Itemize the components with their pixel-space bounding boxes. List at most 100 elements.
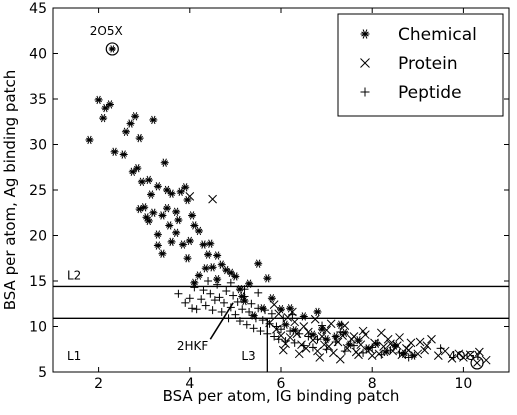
data-point — [395, 333, 404, 342]
data-point — [277, 325, 285, 334]
data-point — [247, 299, 256, 308]
data-point — [101, 103, 110, 113]
data-point — [392, 341, 402, 350]
data-point — [188, 304, 197, 313]
data-point — [158, 249, 167, 258]
y-tick-label: 25 — [29, 183, 47, 199]
data-point — [308, 330, 317, 339]
data-point — [178, 240, 187, 249]
highlight-circle — [470, 356, 484, 370]
data-point — [285, 333, 295, 342]
data-point — [135, 204, 144, 214]
reference-line-label: L2 — [67, 268, 81, 282]
data-point — [349, 341, 358, 350]
data-point — [167, 237, 176, 247]
series-protein — [185, 192, 491, 365]
data-point — [197, 295, 206, 304]
data-point — [194, 271, 203, 280]
data-point — [201, 264, 210, 273]
data-point — [354, 335, 363, 345]
data-point — [261, 306, 270, 315]
highlight-circle — [105, 42, 119, 56]
data-point — [318, 321, 327, 330]
data-point — [386, 346, 395, 355]
data-point — [286, 327, 295, 336]
annotation-pointer — [209, 302, 234, 340]
data-point — [267, 294, 276, 303]
data-point — [147, 190, 156, 199]
data-point — [185, 192, 195, 201]
data-point — [310, 314, 320, 324]
data-point — [395, 348, 404, 357]
data-point — [254, 259, 263, 268]
data-point — [315, 353, 325, 362]
data-point — [308, 343, 317, 352]
data-point — [149, 208, 158, 217]
data-point — [336, 327, 345, 336]
annotations: 2O5X 2HKF 4OGY — [90, 24, 484, 370]
data-point — [85, 135, 94, 145]
annotation-label: 2HKF — [177, 339, 209, 353]
data-point — [128, 167, 137, 176]
data-point — [185, 294, 194, 303]
data-point — [304, 327, 313, 337]
data-point — [217, 307, 226, 316]
data-point — [158, 211, 167, 220]
data-point — [106, 100, 114, 109]
data-point — [313, 335, 322, 344]
data-point — [272, 322, 281, 331]
data-point — [229, 291, 238, 300]
data-point — [190, 278, 199, 288]
data-point — [254, 288, 263, 297]
data-point — [215, 293, 224, 302]
data-point — [406, 338, 416, 348]
data-point — [295, 329, 304, 338]
data-point — [326, 319, 336, 329]
data-point — [235, 317, 244, 326]
data-point — [144, 216, 153, 226]
x-tick-label: 6 — [277, 376, 286, 392]
data-point — [367, 351, 377, 360]
legend-entry-peptide: Peptide — [360, 83, 462, 103]
data-point — [278, 345, 288, 355]
data-point — [267, 309, 276, 318]
data-point — [185, 236, 194, 246]
data-point — [322, 345, 331, 354]
legend-entry-chemical: Chemical — [360, 25, 477, 45]
data-point — [265, 319, 274, 328]
data-point — [208, 306, 217, 315]
y-tick-label: 30 — [29, 138, 47, 154]
data-point — [381, 347, 390, 357]
x-tick-label: 10 — [454, 376, 472, 392]
data-point — [274, 335, 283, 344]
data-point — [420, 345, 429, 355]
y-tick-label: 35 — [29, 92, 47, 108]
annotation-label: 2O5X — [90, 24, 123, 38]
data-point — [256, 327, 265, 336]
series-peptide — [174, 277, 445, 362]
data-point — [376, 328, 386, 338]
data-point — [475, 347, 484, 357]
data-point — [263, 329, 272, 338]
data-point — [204, 250, 213, 259]
data-point — [226, 278, 235, 287]
data-point — [213, 274, 222, 284]
data-point — [269, 300, 279, 310]
data-point — [140, 203, 149, 212]
data-point — [160, 158, 169, 167]
data-point — [281, 337, 290, 346]
data-point — [231, 272, 240, 281]
data-point — [465, 350, 475, 360]
data-point — [270, 332, 279, 341]
data-point — [254, 304, 263, 313]
data-point — [299, 341, 308, 350]
y-tick-label: 20 — [29, 229, 47, 245]
x-axis-ticks: 2 4 6 8 10 — [94, 8, 472, 392]
data-point — [404, 345, 414, 355]
data-point — [174, 289, 183, 298]
data-point — [358, 326, 368, 336]
data-point — [226, 268, 235, 278]
data-point — [404, 353, 413, 362]
data-point — [294, 349, 304, 359]
data-point — [206, 239, 215, 248]
